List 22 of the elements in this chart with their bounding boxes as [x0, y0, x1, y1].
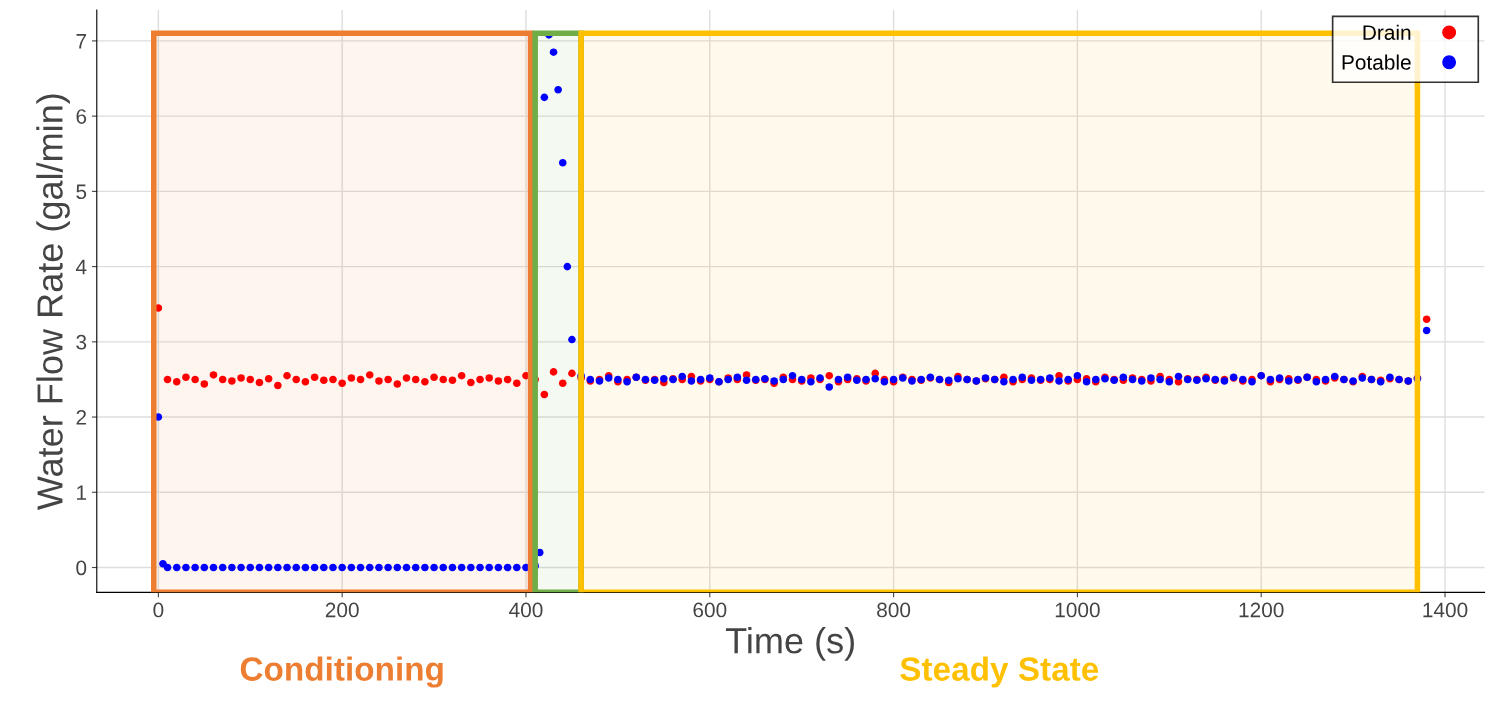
y-tick-label: 3 — [76, 334, 87, 350]
y-tick-label: 6 — [76, 109, 87, 124]
x-axis-title: Time (s) — [725, 627, 854, 661]
band-label: Conditioning — [240, 656, 443, 688]
y-tick-label: 2 — [76, 410, 87, 425]
x-tick-label: 1400 — [1423, 602, 1468, 618]
x-tick-label: 400 — [509, 602, 543, 618]
legend-label: Potable — [1342, 54, 1411, 70]
legend-label: Drain — [1363, 24, 1411, 40]
y-tick-label: 1 — [77, 485, 87, 500]
x-tick-label: 600 — [693, 602, 727, 618]
y-tick-label: 4 — [75, 259, 87, 275]
y-tick-label: 0 — [76, 560, 87, 576]
x-tick-label: 200 — [325, 602, 359, 618]
band-label: Steady State — [900, 656, 1099, 688]
y-axis-title: Water Flow Rate (gal/min) — [36, 94, 70, 511]
x-tick-label: 800 — [877, 602, 911, 618]
y-tick-label: 7 — [76, 34, 87, 49]
x-tick-label: 1000 — [1055, 602, 1100, 618]
y-tick-label: 5 — [76, 184, 87, 200]
x-tick-label: 0 — [153, 602, 164, 618]
x-tick-label: 1200 — [1239, 602, 1284, 618]
